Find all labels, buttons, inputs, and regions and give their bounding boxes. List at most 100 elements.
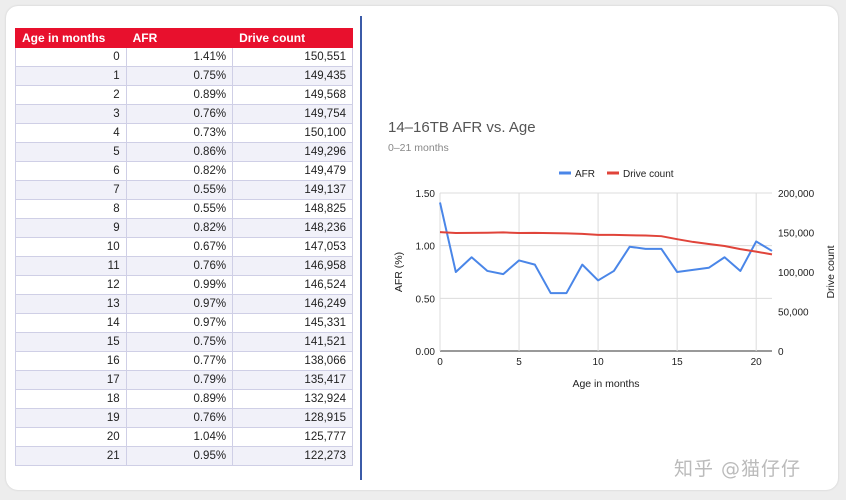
table-row: 12 0.99% 146,524 — [15, 275, 353, 295]
cell-age: 21 — [15, 446, 127, 466]
table-row: 6 0.82% 149,479 — [15, 161, 353, 181]
table-row: 17 0.79% 135,417 — [15, 370, 353, 390]
cell-drive-count: 146,524 — [232, 275, 353, 295]
legend-label-0: AFR — [575, 169, 595, 180]
table-row: 3 0.76% 149,754 — [15, 104, 353, 124]
cell-age: 16 — [15, 351, 127, 371]
cell-afr: 0.97% — [125, 313, 234, 333]
cell-age: 6 — [15, 161, 127, 181]
cell-age: 2 — [15, 85, 127, 105]
table-row: 21 0.95% 122,273 — [15, 446, 353, 466]
cell-afr: 0.76% — [125, 256, 234, 276]
table-row: 18 0.89% 132,924 — [15, 389, 353, 409]
cell-afr: 0.67% — [125, 237, 234, 257]
y-left-tick-label: 0.50 — [416, 294, 436, 305]
x-axis-title: Age in months — [572, 378, 639, 390]
cell-drive-count: 135,417 — [232, 370, 353, 390]
chart-title: 14–16TB AFR vs. Age — [388, 119, 536, 136]
cell-age: 19 — [15, 408, 127, 428]
cell-afr: 0.82% — [125, 218, 234, 238]
cell-age: 3 — [15, 104, 127, 124]
cell-afr: 0.76% — [125, 408, 234, 428]
cell-afr: 0.73% — [125, 123, 234, 143]
afr-data-table: Age in months AFR Drive count 0 1.41% 150,… — [15, 28, 353, 466]
cell-drive-count: 150,100 — [232, 123, 353, 143]
table-row: 14 0.97% 145,331 — [15, 313, 353, 333]
cell-drive-count: 149,137 — [232, 180, 353, 200]
cell-afr: 0.89% — [125, 389, 234, 409]
cell-afr: 0.75% — [125, 66, 234, 86]
y-right-tick-label: 100,000 — [778, 268, 815, 279]
cell-drive-count: 141,521 — [232, 332, 353, 352]
cell-drive-count: 128,915 — [232, 408, 353, 428]
cell-drive-count: 132,924 — [232, 389, 353, 409]
x-tick-label: 20 — [751, 357, 763, 368]
cell-drive-count: 149,435 — [232, 66, 353, 86]
table-row: 9 0.82% 148,236 — [15, 218, 353, 238]
cell-drive-count: 125,777 — [232, 427, 353, 447]
cell-afr: 0.99% — [125, 275, 234, 295]
y-left-tick-label: 1.50 — [416, 189, 436, 200]
y-left-axis-title: AFR (%) — [393, 252, 405, 292]
cell-drive-count: 147,053 — [232, 237, 353, 257]
header-drive-count: Drive count — [232, 28, 353, 48]
x-tick-label: 0 — [437, 357, 443, 368]
cell-drive-count: 148,825 — [232, 199, 353, 219]
y-right-tick-label: 50,000 — [778, 308, 809, 319]
cell-afr: 0.86% — [125, 142, 234, 162]
cell-age: 0 — [15, 47, 127, 67]
cell-afr: 0.95% — [125, 446, 234, 466]
table-row: 2 0.89% 149,568 — [15, 85, 353, 105]
cell-afr: 0.89% — [125, 85, 234, 105]
cell-afr: 0.79% — [125, 370, 234, 390]
legend-label-1: Drive count — [623, 169, 674, 180]
cell-afr: 0.75% — [125, 332, 234, 352]
y-right-axis-title: Drive count — [825, 245, 837, 298]
cell-drive-count: 122,273 — [232, 446, 353, 466]
cell-drive-count: 148,236 — [232, 218, 353, 238]
cell-afr: 0.55% — [125, 180, 234, 200]
cell-age: 15 — [15, 332, 127, 352]
chart-subtitle: 0–21 months — [388, 142, 449, 154]
cell-age: 11 — [15, 256, 127, 276]
cell-drive-count: 150,551 — [232, 47, 353, 67]
cell-drive-count: 149,568 — [232, 85, 353, 105]
content-card: Age in months AFR Drive count 0 1.41% 150,… — [6, 6, 838, 490]
cell-afr: 0.77% — [125, 351, 234, 371]
table-row: 11 0.76% 146,958 — [15, 256, 353, 276]
cell-age: 10 — [15, 237, 127, 257]
cell-afr: 1.41% — [125, 47, 234, 67]
cell-age: 8 — [15, 199, 127, 219]
cell-age: 1 — [15, 66, 127, 86]
cell-age: 5 — [15, 142, 127, 162]
cell-afr: 0.76% — [125, 104, 234, 124]
table-row: 0 1.41% 150,551 — [15, 47, 353, 67]
x-tick-label: 15 — [672, 357, 684, 368]
y-right-tick-label: 150,000 — [778, 229, 815, 240]
cell-age: 20 — [15, 427, 127, 447]
cell-afr: 1.04% — [125, 427, 234, 447]
cell-afr: 0.97% — [125, 294, 234, 314]
table-row: 5 0.86% 149,296 — [15, 142, 353, 162]
y-left-tick-label: 1.00 — [416, 242, 436, 253]
column-divider — [360, 16, 362, 480]
afr-vs-age-chart: 0.000.501.001.50050,000100,000150,000200… — [393, 169, 837, 390]
cell-afr: 0.82% — [125, 161, 234, 181]
series-line-1 — [439, 231, 773, 256]
watermark-text: 知乎 @猫仔仔 — [674, 458, 802, 480]
table-row: 1 0.75% 149,435 — [15, 66, 353, 86]
table-row: 20 1.04% 125,777 — [15, 427, 353, 447]
cell-age: 18 — [15, 389, 127, 409]
table-header-row: Age in months AFR Drive count — [15, 28, 353, 48]
y-left-tick-label: 0.00 — [416, 347, 436, 358]
table-row: 13 0.97% 146,249 — [15, 294, 353, 314]
cell-drive-count: 138,066 — [232, 351, 353, 371]
table-row: 10 0.67% 147,053 — [15, 237, 353, 257]
header-afr: AFR — [125, 28, 234, 48]
cell-drive-count: 149,296 — [232, 142, 353, 162]
cell-age: 9 — [15, 218, 127, 238]
table-row: 15 0.75% 141,521 — [15, 332, 353, 352]
x-tick-label: 5 — [516, 357, 522, 368]
cell-drive-count: 149,754 — [232, 104, 353, 124]
table-row: 8 0.55% 148,825 — [15, 199, 353, 219]
